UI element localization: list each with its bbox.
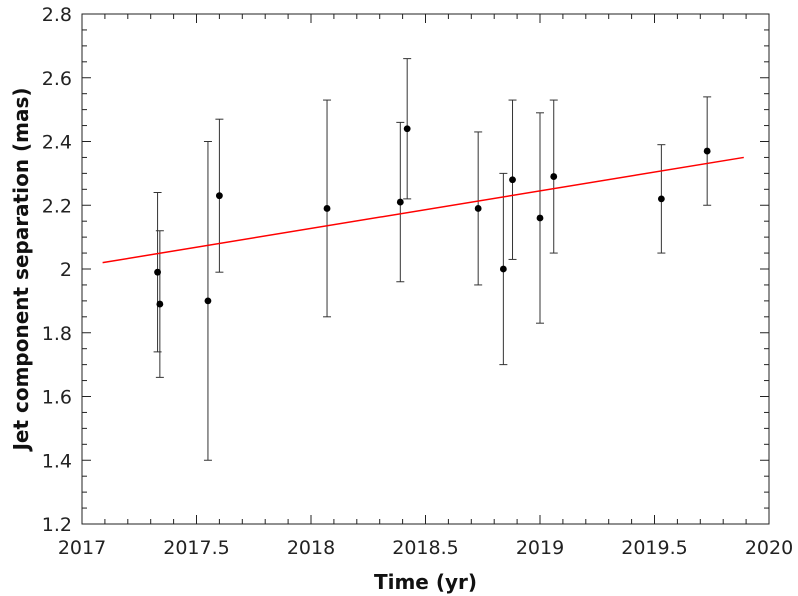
y-tick-label: 2.6 <box>42 68 72 90</box>
x-tick-label: 2017.5 <box>163 537 229 559</box>
data-point <box>403 125 411 133</box>
y-tick-label: 1.6 <box>42 387 72 409</box>
data-point <box>509 176 516 184</box>
data-points <box>154 125 711 308</box>
data-point <box>550 173 558 180</box>
data-point <box>154 268 161 276</box>
x-tick-labels: 2017 2017.5 2018 2018.5 2019 2019.5 2020 <box>58 537 793 559</box>
axis-ticks <box>81 13 770 525</box>
data-point <box>536 214 544 222</box>
fit-line-group <box>102 156 744 264</box>
y-tick-label: 2 <box>60 259 72 281</box>
fit-line <box>102 156 744 264</box>
x-tick-label: 2019 <box>516 537 564 559</box>
data-point <box>703 147 711 155</box>
y-tick-label: 1.4 <box>42 450 72 472</box>
data-point <box>396 198 404 206</box>
plot-frame <box>81 13 770 525</box>
y-tick-labels: 1.2 1.4 1.6 1.8 2 2.2 2.4 2.6 2.8 <box>42 4 72 536</box>
y-tick-label: 2.4 <box>42 132 72 154</box>
data-point <box>474 205 482 212</box>
x-tick-label: 2018.5 <box>392 537 458 559</box>
data-point <box>204 297 212 305</box>
y-tick-label: 1.8 <box>42 323 72 345</box>
y-tick-label: 2.2 <box>42 195 72 217</box>
x-tick-label: 2020 <box>745 537 793 559</box>
data-point <box>156 300 164 308</box>
data-point <box>323 205 331 212</box>
x-tick-label: 2019.5 <box>621 537 687 559</box>
data-point <box>499 265 507 273</box>
x-tick-label: 2017 <box>58 537 106 559</box>
x-tick-label: 2018 <box>287 537 335 559</box>
data-point <box>216 192 223 200</box>
data-point <box>657 195 665 203</box>
y-tick-label: 1.2 <box>42 514 72 536</box>
y-tick-label: 2.8 <box>42 4 72 26</box>
x-axis-title: Time (yr) <box>374 570 477 594</box>
y-axis-title: Jet component separation (mas) <box>9 87 33 452</box>
